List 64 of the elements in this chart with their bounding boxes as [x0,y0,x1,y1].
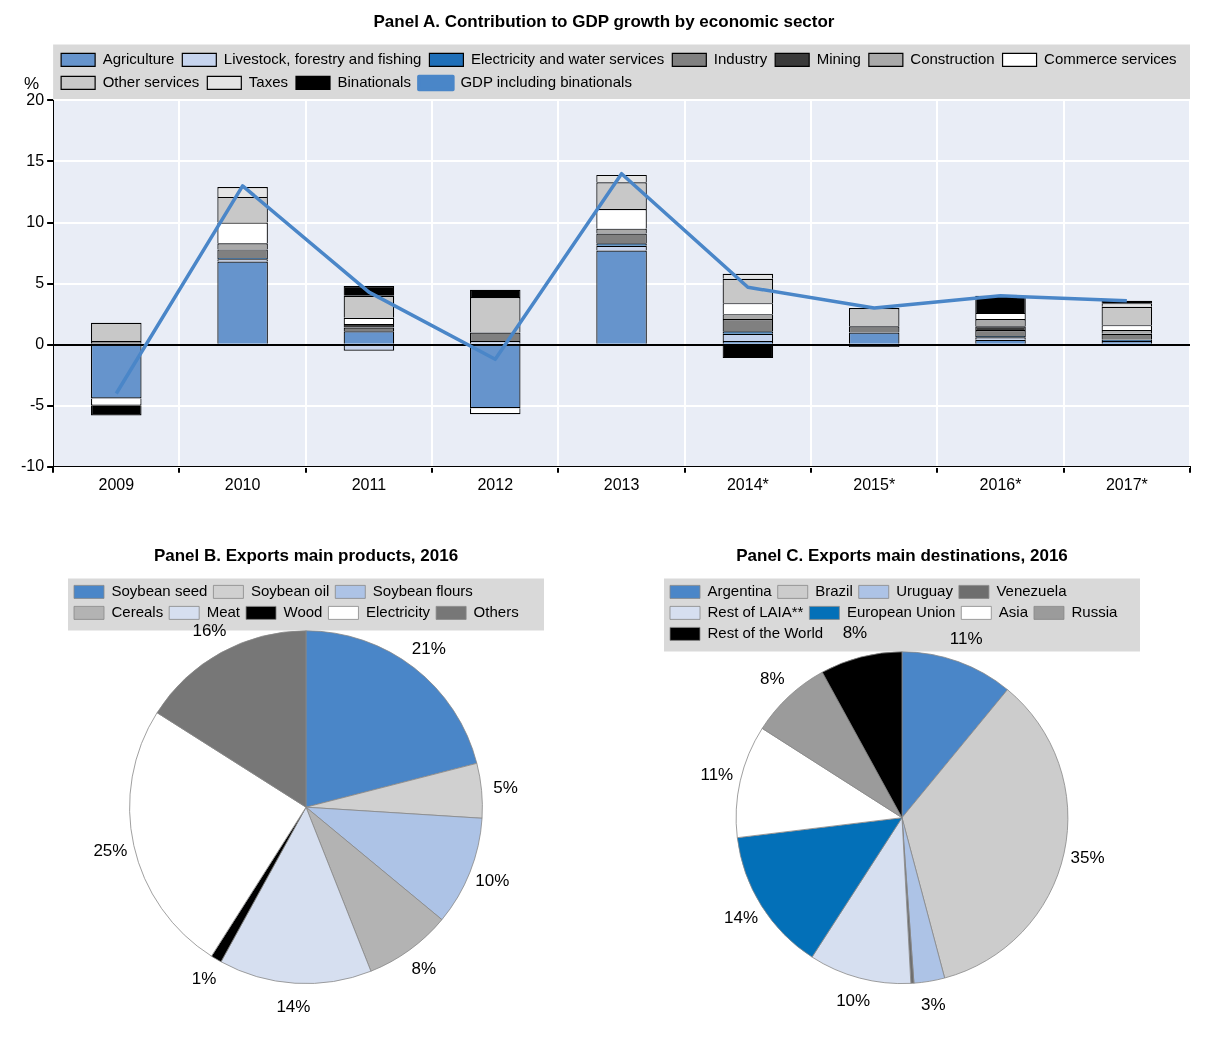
legend-label: Soybean seed [111,582,208,600]
y-tick-label: 0 [35,335,45,353]
legend-label: European Union [846,603,956,621]
legend-label: Brazil [815,582,853,600]
data-label: 21% [411,638,446,658]
data-label: 5% [493,778,518,798]
y-tick-label: -5 [29,396,45,414]
data-label: 8% [411,959,437,979]
legend-label: Commerce services [1044,50,1177,68]
legend-label: Soybean flours [372,582,473,600]
legend-label: Binationals [337,73,411,91]
legend-label: Livestock, forestry and fishing [223,50,422,68]
y-tick-label: 15 [26,151,45,169]
legend-label: Other services [102,73,200,91]
legend-label: Meat [206,603,241,621]
x-tick-label: 2016* [979,475,1022,493]
data-label: 25% [93,840,128,860]
y-tick-label: 10 [26,212,45,230]
data-label: 3% [921,994,946,1014]
x-tick-label: 2013 [603,475,640,493]
data-label: 8% [760,668,785,688]
legend-label: Uruguay [896,582,954,600]
data-label: 16% [192,621,227,641]
legend-label: Electricity [365,603,431,621]
legend-label: Agriculture [102,50,175,68]
legend-label: Construction [910,50,995,68]
y-tick-label: 20 [26,90,45,108]
data-label: 10% [836,990,871,1010]
chart-title: Panel A. Contribution to GDP growth by economic sector [373,11,835,31]
legend-label: Mining [816,50,861,68]
data-label: 14% [724,908,759,928]
x-tick-label: 2010 [224,475,261,493]
chart-title: Panel C. Exports main destinations, 2016 [736,545,1068,565]
x-tick-label: 2012 [477,475,514,493]
legend-label: GDP including binationals [460,73,632,91]
x-tick-label: 2015* [853,475,896,493]
legend-label: Electricity and water services [470,50,665,68]
y-axis-title: % [24,73,40,93]
x-tick-label: 2017* [1105,475,1148,493]
y-tick-label: -10 [21,457,45,475]
data-label: 11% [700,765,734,785]
data-label: 1% [191,969,217,989]
legend-label: Venezuela [996,582,1068,600]
legend-label: Cereals [111,603,164,621]
chart-title: Panel B. Exports main products, 2016 [153,545,459,565]
x-tick-label: 2014* [726,475,769,493]
legend-label: Wood [283,603,323,621]
data-label: 8% [842,623,868,643]
legend-label: Rest of the World [707,624,824,642]
data-label: 11% [949,628,983,648]
legend-label: Russia [1071,603,1118,621]
x-tick-label: 2009 [98,475,135,493]
legend-label: Others [473,603,519,621]
legend-label: Asia [998,603,1029,621]
legend-label: Taxes [248,73,289,91]
legend-label: Soybean oil [250,582,330,600]
legend-label: Rest of LAIA** [707,603,804,621]
legend-label: Argentina [707,582,773,600]
data-label: 14% [276,996,311,1016]
data-label: 10% [475,870,510,890]
y-tick-label: 5 [35,274,45,292]
x-tick-label: 2011 [351,475,387,493]
legend-label: Industry [713,50,768,68]
data-label: 35% [1070,847,1105,867]
